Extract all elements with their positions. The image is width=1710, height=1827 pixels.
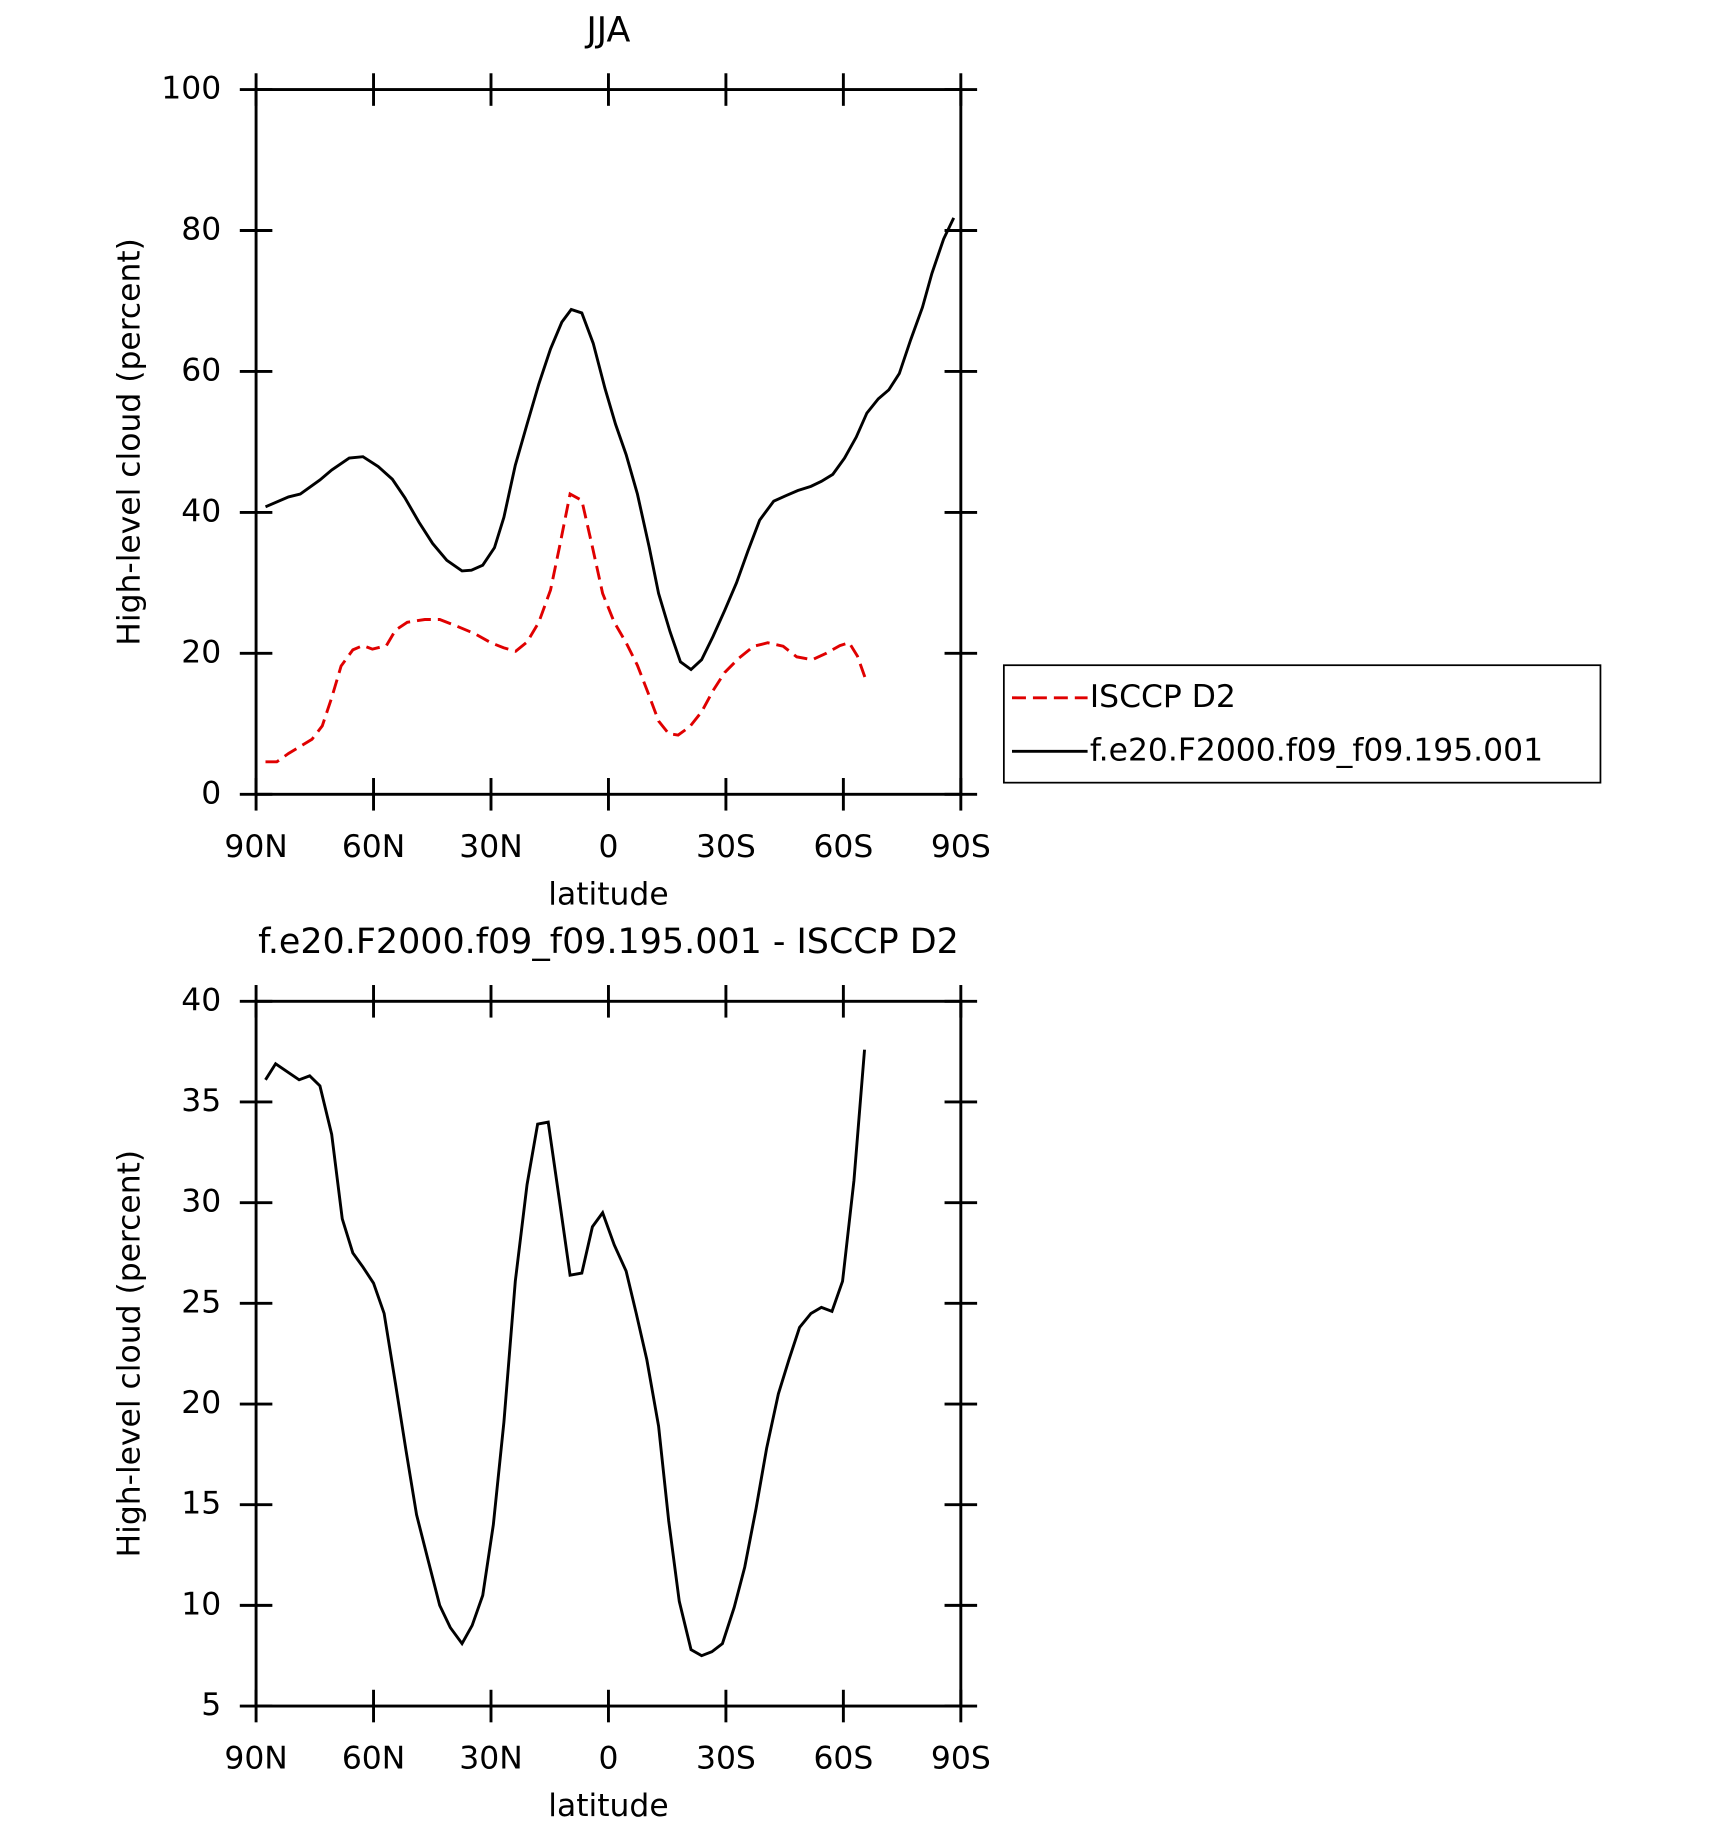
legend-label: f.e20.F2000.f09_f09.195.001 [1090,732,1543,768]
x-tick-label: 90N [224,829,287,865]
y-tick-label: 5 [201,1687,221,1723]
y-tick-label: 25 [181,1284,221,1320]
y-tick-label: 20 [181,634,221,670]
x-tick-label: 60N [342,1741,405,1777]
x-tick-label: 30N [459,829,522,865]
data-line [264,1049,866,1658]
y-axis-label: High-level cloud (percent) [111,238,147,646]
y-tick-label: 10 [181,1586,221,1622]
x-tick-label: 30N [459,1741,522,1777]
chart-title: f.e20.F2000.f09_f09.195.001 - ISCCP D2 [258,922,959,962]
y-tick-label: 80 [181,211,221,247]
x-axis-label: latitude [548,1788,668,1824]
y-tick-label: 30 [181,1184,221,1220]
y-tick-label: 60 [181,352,221,388]
chart-title: JJA [585,10,631,50]
legend-label: ISCCP D2 [1090,679,1236,715]
data-line [265,491,868,764]
x-tick-label: 0 [598,829,618,865]
x-tick-label: 90S [931,1741,991,1777]
y-tick-label: 40 [181,493,221,529]
x-tick-label: 0 [598,1741,618,1777]
y-tick-label: 15 [181,1486,221,1522]
y-tick-label: 0 [201,775,221,811]
data-line [264,217,956,672]
y-tick-label: 35 [181,1083,221,1119]
x-tick-label: 30S [696,829,756,865]
y-axis-label: High-level cloud (percent) [111,1150,147,1558]
x-tick-label: 60S [813,1741,873,1777]
x-tick-label: 90N [224,1741,287,1777]
x-tick-label: 90S [931,829,991,865]
x-tick-label: 60N [342,829,405,865]
y-tick-label: 100 [161,71,221,107]
plot-frame [254,999,963,1708]
y-tick-label: 40 [181,982,221,1018]
x-tick-label: 30S [696,1741,756,1777]
legend-box [1002,664,1602,784]
x-tick-label: 60S [813,829,873,865]
x-axis-label: latitude [548,876,668,912]
y-tick-label: 20 [181,1385,221,1421]
